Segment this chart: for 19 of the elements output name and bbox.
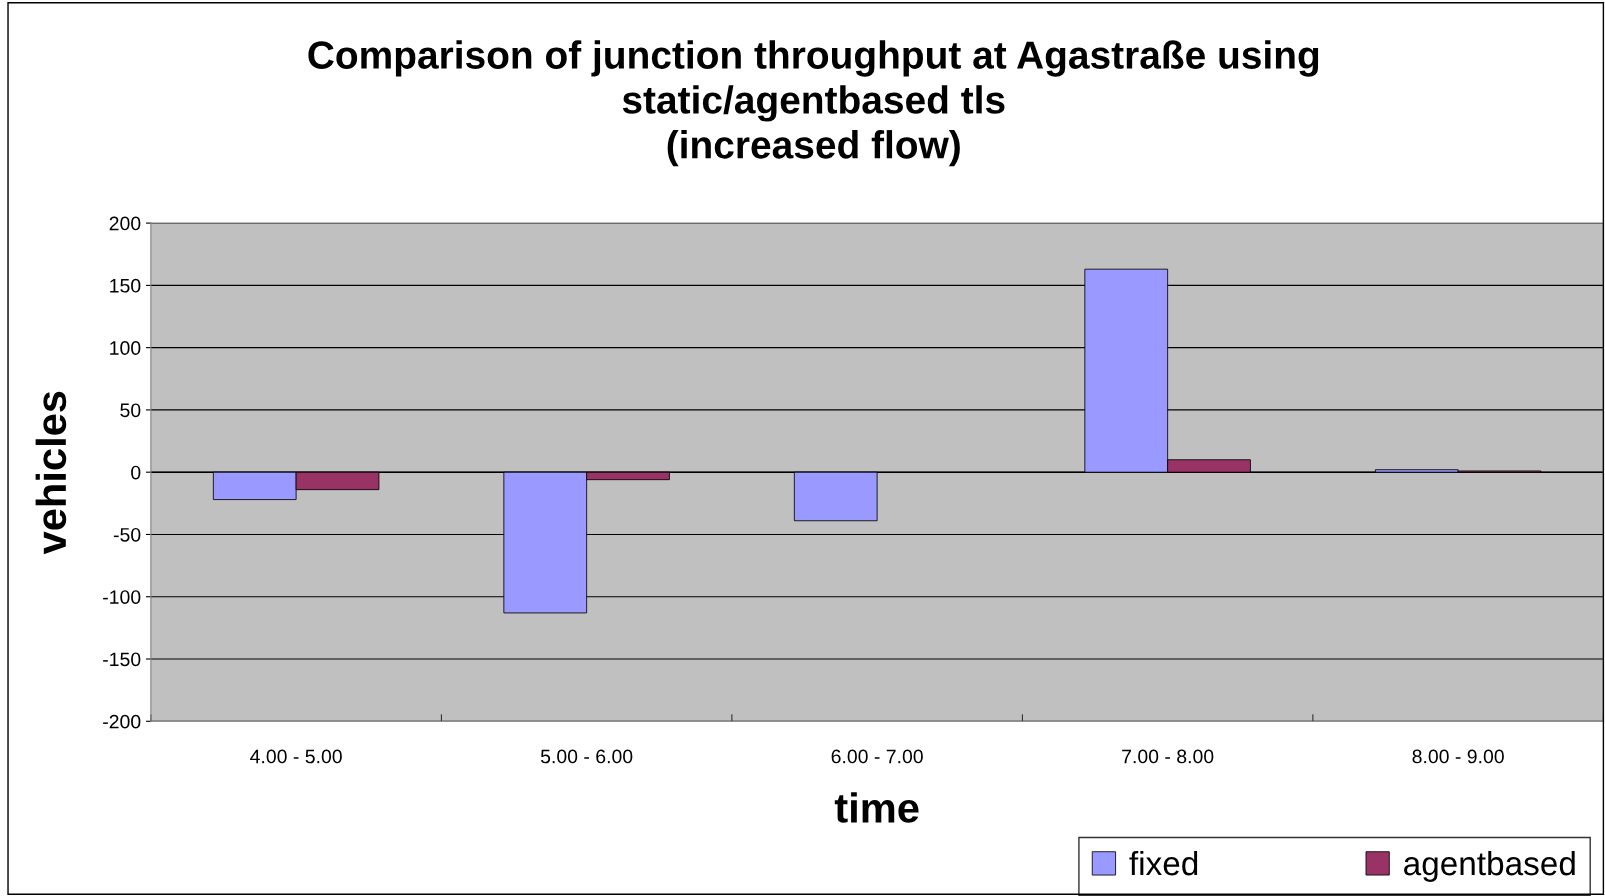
y-axis-title: vehicles bbox=[35, 391, 67, 555]
y-tick-label: -50 bbox=[113, 527, 141, 542]
x-axis-title: time bbox=[834, 792, 919, 823]
y-tick-label: 150 bbox=[110, 278, 141, 293]
legend-label: agentbased bbox=[1404, 850, 1575, 882]
y-tick-label: -200 bbox=[103, 714, 141, 729]
y-tick-label: 50 bbox=[120, 403, 141, 418]
y-tick-label: 100 bbox=[110, 341, 141, 355]
y-tick-label: 0 bbox=[131, 465, 141, 480]
x-tick-label: 7.00 - 8.00 bbox=[1122, 749, 1214, 764]
x-tick-label: 8.00 - 9.00 bbox=[1412, 749, 1504, 764]
x-tick-label: 6.00 - 7.00 bbox=[831, 749, 923, 764]
x-tick-label: 5.00 - 6.00 bbox=[540, 749, 633, 764]
legend-label: fixed bbox=[1129, 850, 1198, 876]
y-tick-label: 200 bbox=[109, 216, 141, 231]
y-tick-label: -150 bbox=[103, 652, 141, 667]
chart-title: Comparison of junction throughput at Agastraße using static/agentbased tls (increased flow) bbox=[308, 40, 1319, 167]
y-tick-label: -100 bbox=[103, 590, 141, 604]
x-tick-label: 4.00 - 5.00 bbox=[250, 749, 342, 764]
